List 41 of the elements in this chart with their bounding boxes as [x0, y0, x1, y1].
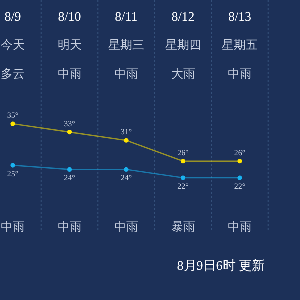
point [124, 138, 129, 143]
data-label: 24° [120, 174, 132, 183]
text: 中雨 [228, 220, 252, 234]
text: 8月9日6时 更新 [177, 258, 265, 273]
point [10, 122, 16, 126]
text: 星期五 [222, 38, 258, 52]
x-tick-label: 8/13 [228, 9, 252, 24]
point [10, 163, 16, 168]
text: 中雨 [1, 220, 25, 234]
point [238, 159, 242, 164]
text: 中雨 [228, 67, 252, 81]
point [238, 176, 242, 180]
data-label: 26° [234, 148, 246, 158]
text: 中雨 [114, 67, 138, 81]
point [67, 167, 72, 172]
text: 星期四 [165, 38, 202, 52]
text: 今天 [1, 38, 25, 52]
text: 明天 [58, 38, 82, 52]
data-label: 33° [64, 119, 76, 128]
data-label: 25° [7, 170, 19, 179]
x-tick-label: 8/10 [58, 9, 82, 24]
text: 中雨 [58, 67, 82, 81]
text: 中雨 [58, 220, 82, 234]
data-label: 26° [178, 148, 189, 158]
x-tick-label: 8/9 [4, 9, 22, 24]
point [124, 167, 129, 172]
text: 中雨 [114, 220, 138, 234]
data-label: 31° [120, 128, 132, 137]
x-tick-label: 8/12 [172, 9, 195, 24]
point [180, 176, 186, 180]
data-label: 22° [178, 182, 189, 191]
text: 星期三 [108, 38, 144, 52]
data-label: 24° [64, 174, 76, 183]
text: 多云 [1, 67, 25, 81]
point [180, 159, 186, 164]
point [67, 130, 72, 135]
text: 大雨 [171, 67, 196, 81]
data-label: 22° [234, 182, 246, 191]
data-label: 35° [7, 111, 19, 120]
text: 暴雨 [171, 220, 196, 234]
x-tick-label: 8/11 [115, 9, 138, 24]
